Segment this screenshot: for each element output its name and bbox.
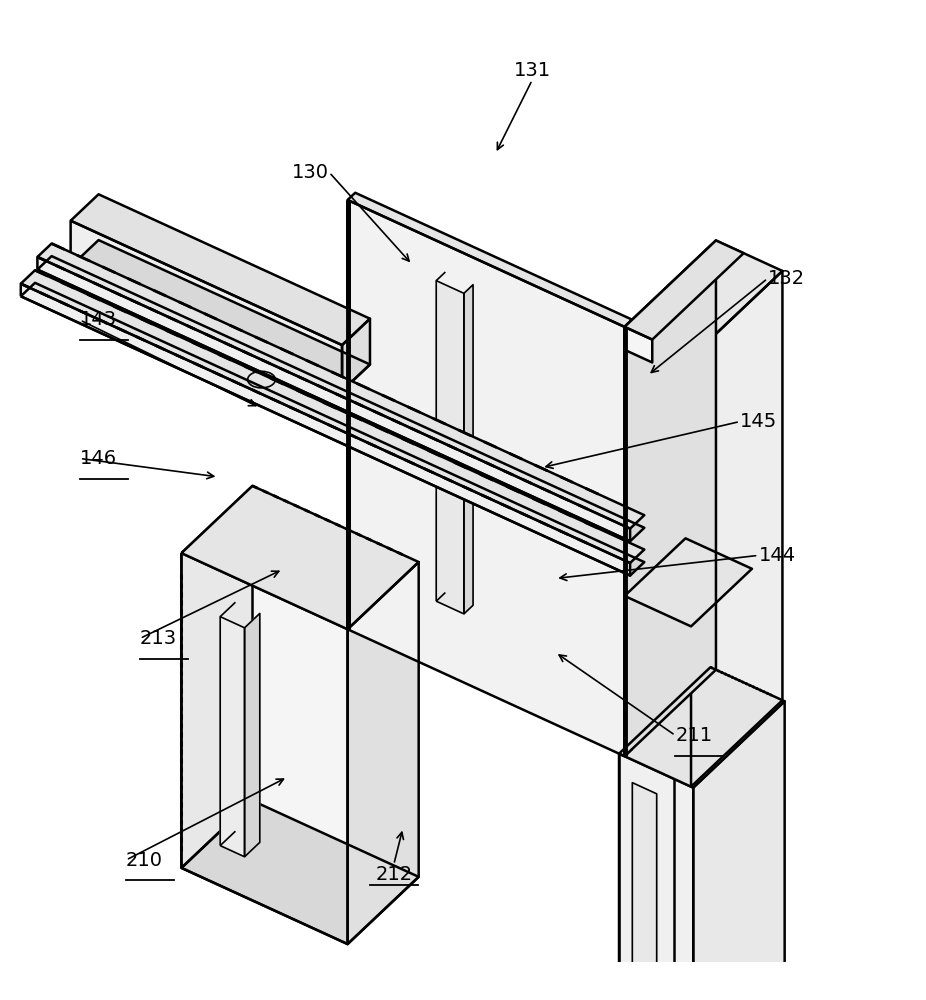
Text: 132: 132 [768,269,805,288]
Text: 143: 143 [80,310,117,329]
Polygon shape [347,200,624,756]
Polygon shape [70,221,342,391]
Polygon shape [37,257,630,541]
Text: 130: 130 [292,163,329,182]
Polygon shape [624,240,744,340]
Polygon shape [20,283,644,576]
Polygon shape [244,613,260,857]
Text: 144: 144 [758,546,795,565]
Text: 212: 212 [375,865,412,884]
Text: 210: 210 [126,851,163,870]
Text: 146: 146 [80,449,117,468]
Polygon shape [347,562,419,944]
Polygon shape [619,667,784,788]
Polygon shape [181,486,253,868]
Polygon shape [70,194,370,345]
Polygon shape [694,701,784,1000]
Polygon shape [464,285,473,614]
Polygon shape [624,320,632,756]
Polygon shape [342,319,370,391]
Polygon shape [691,271,782,787]
Polygon shape [181,801,419,944]
Polygon shape [436,281,464,614]
Text: 211: 211 [675,726,712,745]
Polygon shape [20,270,644,563]
Polygon shape [624,240,782,357]
Polygon shape [619,982,784,1000]
Polygon shape [624,538,752,626]
Polygon shape [619,754,694,1000]
Polygon shape [632,783,657,1000]
Text: 145: 145 [740,412,777,431]
Text: 213: 213 [140,629,177,648]
Polygon shape [181,553,347,944]
Polygon shape [220,617,244,857]
Polygon shape [347,193,632,327]
Polygon shape [624,240,716,756]
Polygon shape [624,327,652,362]
Polygon shape [37,244,644,529]
Polygon shape [37,256,644,541]
Text: 131: 131 [514,61,551,80]
Polygon shape [181,486,419,629]
Polygon shape [70,240,370,391]
Polygon shape [20,284,630,576]
